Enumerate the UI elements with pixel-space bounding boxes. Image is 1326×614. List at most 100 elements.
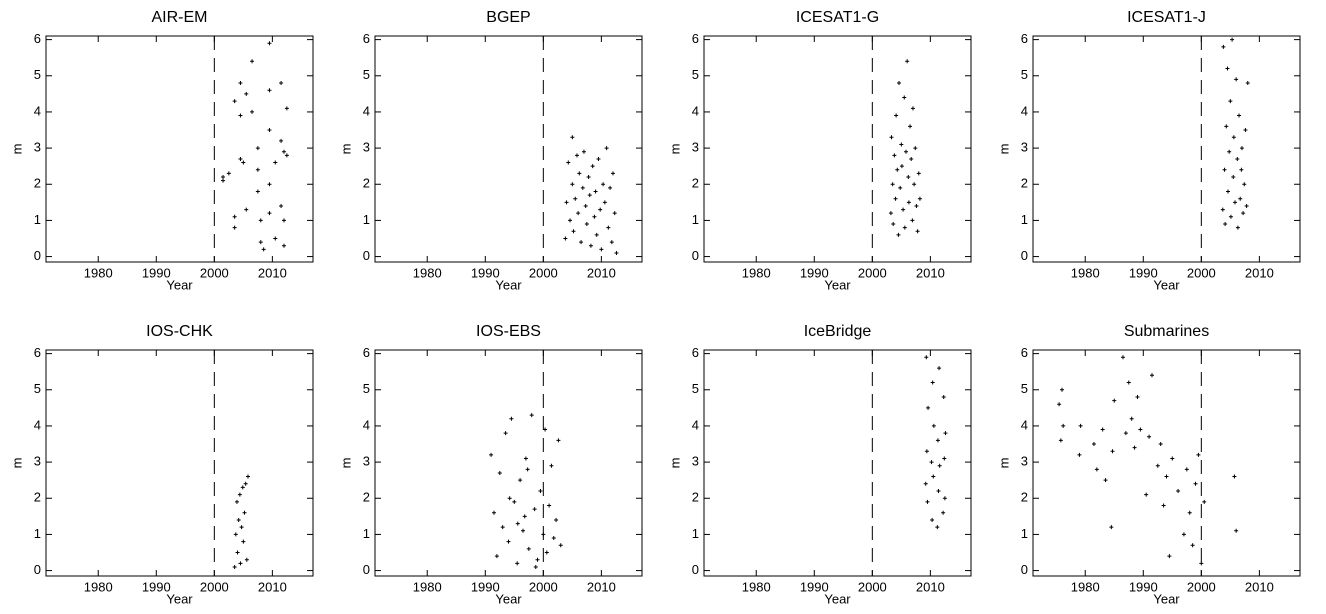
point: [1243, 128, 1248, 133]
point: [1091, 442, 1096, 447]
point: [538, 489, 543, 494]
y-tick-label: 0: [363, 562, 370, 577]
point: [521, 528, 526, 533]
x-axis-label: Year: [166, 277, 193, 292]
point: [518, 478, 523, 483]
y-tick-label: 2: [692, 490, 699, 505]
point: [526, 546, 531, 551]
x-tick-label: 1980: [84, 265, 113, 280]
y-tick-label: 6: [34, 31, 41, 46]
x-tick-label: 2010: [1245, 265, 1274, 280]
point: [908, 124, 913, 129]
point: [905, 59, 910, 64]
x-tick-label: 2010: [916, 579, 945, 594]
point: [1202, 499, 1207, 504]
point: [1234, 77, 1239, 82]
x-tick-label: 1990: [471, 579, 500, 594]
point: [242, 510, 247, 515]
x-tick-label: 2010: [258, 265, 287, 280]
point: [535, 557, 540, 562]
point: [549, 463, 554, 468]
point: [1112, 398, 1117, 403]
y-axis-label: m: [338, 458, 353, 469]
point: [239, 525, 244, 530]
point: [1224, 124, 1229, 129]
point: [497, 470, 502, 475]
point: [914, 203, 919, 208]
point: [892, 153, 897, 158]
point: [1164, 474, 1169, 479]
plot-frame: [374, 35, 643, 263]
y-tick-label: 5: [363, 381, 370, 396]
point: [1235, 156, 1240, 161]
point: [529, 413, 534, 418]
x-tick-label: 2000: [529, 579, 558, 594]
point: [244, 91, 249, 96]
y-tick-label: 2: [363, 176, 370, 191]
y-tick-label: 2: [34, 176, 41, 191]
point: [255, 167, 260, 172]
point: [1242, 182, 1247, 187]
point: [235, 550, 240, 555]
point: [279, 203, 284, 208]
y-axis-label: m: [667, 458, 682, 469]
y-tick-label: 1: [363, 212, 370, 227]
point: [1126, 380, 1131, 385]
y-tick-label: 0: [34, 562, 41, 577]
point: [930, 517, 935, 522]
point: [515, 561, 520, 566]
point: [1220, 207, 1225, 212]
y-tick-label: 4: [363, 103, 370, 118]
point: [233, 532, 238, 537]
point: [547, 503, 552, 508]
y-axis-label: m: [996, 144, 1011, 155]
point: [893, 196, 898, 201]
y-tick-label: 0: [1021, 248, 1028, 263]
point: [899, 164, 904, 169]
point: [512, 499, 517, 504]
point: [1161, 503, 1166, 508]
point: [1223, 222, 1228, 227]
point: [1181, 532, 1186, 537]
point: [1239, 167, 1244, 172]
point: [571, 229, 576, 234]
point: [941, 510, 946, 515]
x-axis-label: Year: [495, 277, 522, 292]
x-tick-label: 1990: [1129, 265, 1158, 280]
point: [238, 113, 243, 118]
x-tick-label: 2010: [1245, 579, 1274, 594]
y-axis-label: m: [667, 144, 682, 155]
point: [232, 214, 237, 219]
plot-frame: [1032, 35, 1301, 263]
x-axis-label: Year: [166, 591, 193, 606]
point: [903, 149, 908, 154]
y-tick-label: 1: [34, 526, 41, 541]
point: [1225, 66, 1230, 71]
point: [261, 247, 266, 252]
point: [255, 146, 260, 151]
point: [895, 167, 900, 172]
point: [1230, 37, 1235, 42]
point: [506, 539, 511, 544]
point: [267, 41, 272, 46]
point: [924, 449, 929, 454]
point: [525, 467, 530, 472]
y-tick-label: 3: [692, 454, 699, 469]
point: [245, 474, 250, 479]
plot-frame: [1032, 349, 1301, 577]
y-tick-label: 4: [34, 103, 41, 118]
point: [1231, 175, 1236, 180]
plot-frame: [45, 349, 314, 577]
point: [897, 81, 902, 86]
point: [896, 232, 901, 237]
point: [258, 240, 263, 245]
point: [1226, 189, 1231, 194]
point: [888, 211, 893, 216]
y-tick-label: 3: [34, 140, 41, 155]
y-tick-label: 6: [363, 31, 370, 46]
point: [601, 182, 606, 187]
x-tick-label: 2000: [529, 265, 558, 280]
point: [894, 113, 899, 118]
point: [573, 196, 578, 201]
point: [583, 203, 588, 208]
